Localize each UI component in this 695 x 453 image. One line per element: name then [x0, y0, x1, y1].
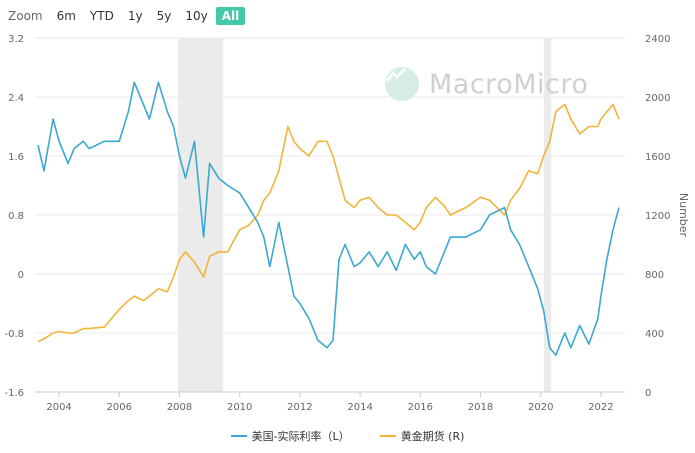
series-line-gold-futures	[38, 104, 619, 341]
watermark-text: MacroMicro	[429, 69, 588, 100]
right-axis-tick-label: 2400	[645, 34, 670, 45]
x-axis-tick-label: 2014	[347, 402, 372, 413]
chart-legend: 美国-实际利率（L） 黄金期货 (R)	[0, 428, 695, 444]
left-axis-tick-label: 0	[18, 270, 24, 281]
x-axis-tick-label: 2004	[46, 402, 71, 413]
macromicro-logo-icon	[385, 67, 419, 101]
x-axis-tick-label: 2008	[167, 402, 192, 413]
series-line-us-real-rate	[38, 82, 619, 355]
x-axis-tick-label: 2018	[468, 402, 493, 413]
right-axis-tick-label: 1200	[645, 211, 670, 222]
legend-line-gold	[380, 435, 396, 437]
right-axis-tick-label: 2000	[645, 93, 670, 104]
x-axis-tick-label: 2022	[588, 402, 613, 413]
legend-label-real-rate: 美国-实际利率（L）	[252, 428, 350, 444]
x-axis-tick-label: 2010	[227, 402, 252, 413]
x-axis-tick-label: 2016	[408, 402, 433, 413]
left-axis-tick-label: 0.8	[8, 211, 24, 222]
legend-item-real-rate[interactable]: 美国-实际利率（L）	[231, 428, 350, 444]
left-axis-tick-label: -0.8	[4, 329, 24, 340]
right-axis-tick-label: 0	[645, 388, 651, 399]
right-axis-title: Number	[677, 193, 690, 238]
x-axis-tick-label: 2020	[528, 402, 553, 413]
left-axis-tick-label: -1.6	[4, 388, 24, 399]
x-axis-tick-label: 2006	[107, 402, 132, 413]
legend-line-real-rate	[231, 435, 247, 437]
chart-plot: 3.2 2.4 1.6 0.8 0 -0.8 -1.6 2400 2000 1600 1200 800…	[0, 0, 695, 453]
left-axis-tick-label: 3.2	[8, 34, 24, 45]
watermark: MacroMicro	[385, 67, 588, 101]
left-axis-tick-label: 1.6	[8, 152, 24, 163]
legend-item-gold[interactable]: 黄金期货 (R)	[380, 428, 465, 444]
legend-label-gold: 黄金期货 (R)	[401, 428, 465, 444]
right-axis-tick-label: 1600	[645, 152, 670, 163]
right-axis-tick-label: 400	[645, 329, 664, 340]
x-axis-tick-label: 2012	[287, 402, 312, 413]
left-axis-tick-label: 2.4	[8, 93, 24, 104]
right-axis-tick-label: 800	[645, 270, 664, 281]
